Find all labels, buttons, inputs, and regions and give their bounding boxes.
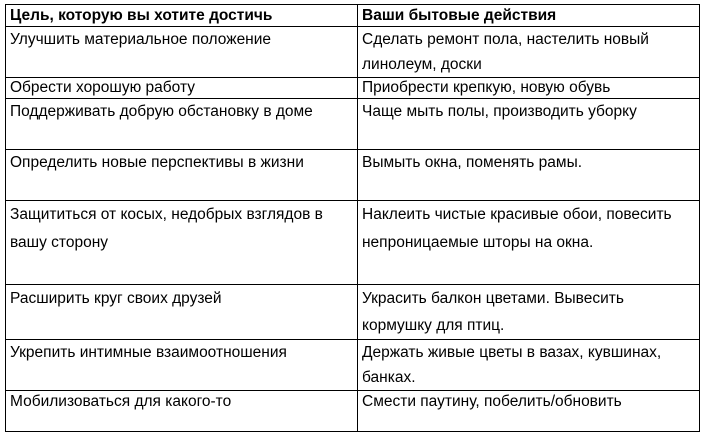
goals-actions-table: Цель, которую вы хотите достичь Ваши быт…	[5, 4, 700, 432]
goal-cell: Мобилизоваться для какого-то	[5, 390, 358, 432]
table-row: Обрести хорошую работу Приобрести крепкую…	[5, 77, 700, 99]
goal-cell: Обрести хорошую работу	[5, 77, 358, 99]
action-cell: Украсить балкон цветами. Вывесить кормуш…	[357, 284, 700, 340]
action-cell: Приобрести крепкую, новую обувь	[357, 77, 700, 99]
goal-cell: Улучшить материальное положение	[5, 26, 358, 78]
table-row: Улучшить материальное положение Сделать р…	[5, 26, 700, 78]
header-actions: Ваши бытовые действия	[357, 4, 700, 27]
goal-cell: Защититься от косых, недобрых взглядов в…	[5, 200, 358, 285]
table-row: Укрепить интимные взаимоотношения Держать…	[5, 339, 700, 391]
header-row: Цель, которую вы хотите достичь Ваши быт…	[5, 4, 700, 27]
table-row: Мобилизоваться для какого-то Смести паути…	[5, 390, 700, 432]
goal-cell: Определить новые перспективы в жизни	[5, 149, 358, 201]
action-cell: Вымыть окна, поменять рамы.	[357, 149, 700, 201]
goal-cell: Поддерживать добрую обстановку в доме	[5, 98, 358, 150]
goal-cell: Расширить круг своих друзей	[5, 284, 358, 340]
action-cell: Чаще мыть полы, производить уборку	[357, 98, 700, 150]
table-row: Расширить круг своих друзей Украсить балк…	[5, 284, 700, 340]
action-cell: Держать живые цветы в вазах, кувшинах, б…	[357, 339, 700, 391]
table-row: Защититься от косых, недобрых взглядов в…	[5, 200, 700, 285]
header-goal: Цель, которую вы хотите достичь	[5, 4, 358, 27]
goal-cell: Укрепить интимные взаимоотношения	[5, 339, 358, 391]
table-row: Определить новые перспективы в жизни Вымы…	[5, 149, 700, 201]
action-cell: Сделать ремонт пола, настелить новый лин…	[357, 26, 700, 78]
table-row: Поддерживать добрую обстановку в доме Чащ…	[5, 98, 700, 150]
action-cell: Наклеить чистые красивые обои, повесить …	[357, 200, 700, 285]
action-cell: Смести паутину, побелить/обновить	[357, 390, 700, 432]
